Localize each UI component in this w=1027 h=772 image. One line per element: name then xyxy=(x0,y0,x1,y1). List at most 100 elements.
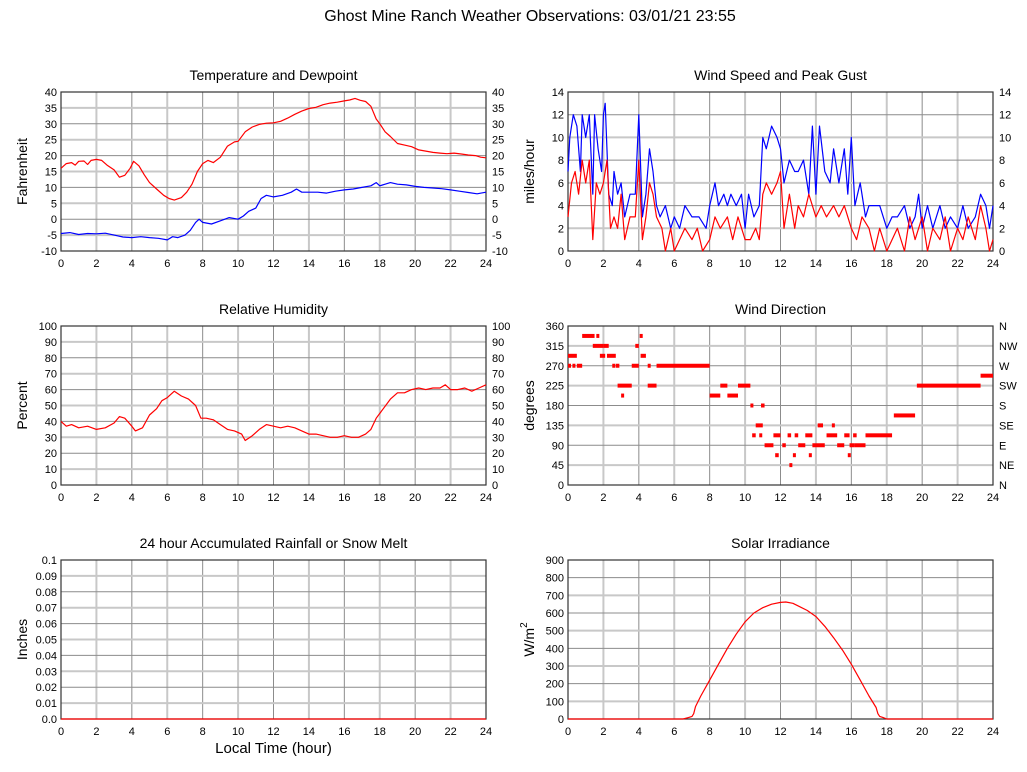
right-y-tick-label: 35 xyxy=(492,103,504,115)
x-tick-label: 8 xyxy=(707,492,713,504)
wind-direction-point xyxy=(606,353,616,358)
y-tick-label: 0.02 xyxy=(36,682,57,694)
y-tick-label: 0.03 xyxy=(36,666,57,678)
x-tick-label: 8 xyxy=(707,258,713,270)
right-y-tick-label: N xyxy=(999,480,1007,492)
x-tick-label: 10 xyxy=(739,726,751,738)
y-tick-label: 300 xyxy=(546,661,564,673)
right-y-tick-label: 10 xyxy=(492,182,504,194)
right-y-tick-label: 60 xyxy=(492,385,504,397)
y-tick-label: 25 xyxy=(45,135,57,147)
y-tick-label: 0.06 xyxy=(36,619,57,631)
x-tick-label: 14 xyxy=(810,258,822,270)
y-tick-label: 0.09 xyxy=(36,571,57,583)
x-tick-label: 0 xyxy=(565,258,571,270)
wind-direction-point xyxy=(647,383,657,388)
x-tick-label: 20 xyxy=(916,492,928,504)
x-tick-label: 10 xyxy=(232,726,244,738)
x-tick-label: 6 xyxy=(164,258,170,270)
right-y-tick-label: E xyxy=(999,440,1006,452)
wind-direction-point xyxy=(844,433,850,438)
right-y-tick-label: 4 xyxy=(999,201,1005,213)
right-y-tick-label: 10 xyxy=(999,132,1011,144)
y-tick-label: 100 xyxy=(39,321,57,333)
right-y-tick-label: 90 xyxy=(492,337,504,349)
main-title: Ghost Mine Ranch Weather Observations: 0… xyxy=(324,8,736,25)
x-tick-label: 14 xyxy=(303,492,315,504)
x-tick-label: 24 xyxy=(480,726,492,738)
right-y-tick-label: 25 xyxy=(492,135,504,147)
x-tick-label: 4 xyxy=(636,492,642,504)
wind-direction-point xyxy=(656,363,710,368)
y-tick-label: 700 xyxy=(546,590,564,602)
y-tick-label: 0 xyxy=(51,214,57,226)
y-tick-label: 0 xyxy=(51,480,57,492)
x-tick-label: 0 xyxy=(565,726,571,738)
x-tick-label: 4 xyxy=(636,726,642,738)
x-tick-label: 12 xyxy=(774,492,786,504)
series-line-wind-speed xyxy=(567,159,994,252)
y-tick-label: 30 xyxy=(45,432,57,444)
x-tick-label: 22 xyxy=(951,726,963,738)
y-axis-label: Percent xyxy=(14,381,30,429)
wind-direction-point xyxy=(599,353,606,358)
wind-direction-point xyxy=(639,333,643,338)
chart-title: Solar Irradiance xyxy=(731,535,830,551)
wind-direction-point xyxy=(893,413,916,418)
x-tick-label: 6 xyxy=(671,492,677,504)
chart-title: 24 hour Accumulated Rainfall or Snow Mel… xyxy=(140,535,408,551)
wind-direction-point xyxy=(775,453,779,458)
y-tick-label: 6 xyxy=(558,178,564,190)
y-tick-label: 40 xyxy=(45,416,57,428)
y-tick-label: 225 xyxy=(546,381,564,393)
wind-direction-point xyxy=(808,453,812,458)
y-tick-label: 800 xyxy=(546,573,564,585)
x-tick-label: 4 xyxy=(129,258,135,270)
chart-title: Wind Speed and Peak Gust xyxy=(694,67,867,83)
y-tick-label: 0.08 xyxy=(36,587,57,599)
wind-direction-point xyxy=(782,443,786,448)
wind-direction-point xyxy=(727,393,738,398)
x-tick-label: 22 xyxy=(951,492,963,504)
right-y-tick-label: 10 xyxy=(492,464,504,476)
wind-direction-point xyxy=(720,383,728,388)
y-tick-label: 4 xyxy=(558,201,564,213)
y-tick-label: 10 xyxy=(552,132,564,144)
wind-direction-point xyxy=(592,343,604,348)
wind-direction-point xyxy=(831,423,835,428)
x-tick-label: 16 xyxy=(338,726,350,738)
wind-direction-point xyxy=(568,363,571,368)
y-tick-label: 0 xyxy=(558,246,564,258)
wind-direction-point xyxy=(787,433,792,438)
x-tick-label: 24 xyxy=(987,258,999,270)
y-tick-label: 600 xyxy=(546,608,564,620)
wind-direction-point xyxy=(582,333,595,338)
wind-direction-point xyxy=(798,443,806,448)
right-y-tick-label: 15 xyxy=(492,167,504,179)
wind-direction-point xyxy=(792,453,796,458)
x-tick-label: 14 xyxy=(810,726,822,738)
y-tick-label: -5 xyxy=(47,230,57,242)
wind-direction-point xyxy=(576,363,583,368)
wind-direction-point xyxy=(621,393,625,398)
x-axis-label: Local Time (hour) xyxy=(215,740,332,757)
right-y-tick-label: -10 xyxy=(492,246,508,258)
y-tick-label: 20 xyxy=(45,151,57,163)
x-tick-label: 12 xyxy=(267,492,279,504)
y-tick-label: 90 xyxy=(45,337,57,349)
x-tick-label: 16 xyxy=(845,726,857,738)
x-tick-label: 12 xyxy=(267,258,279,270)
y-tick-label: 0 xyxy=(558,714,564,726)
right-y-tick-label: 40 xyxy=(492,87,504,99)
x-tick-label: 12 xyxy=(774,258,786,270)
right-y-tick-label: 100 xyxy=(492,321,510,333)
x-tick-label: 2 xyxy=(600,492,606,504)
right-y-tick-label: 0 xyxy=(492,480,498,492)
y-tick-label: 180 xyxy=(546,401,564,413)
wind-direction-point xyxy=(847,453,851,458)
right-y-tick-label: 12 xyxy=(999,110,1011,122)
x-tick-label: 8 xyxy=(200,258,206,270)
wind-direction-point xyxy=(612,363,616,368)
right-y-tick-label: N xyxy=(999,321,1007,333)
